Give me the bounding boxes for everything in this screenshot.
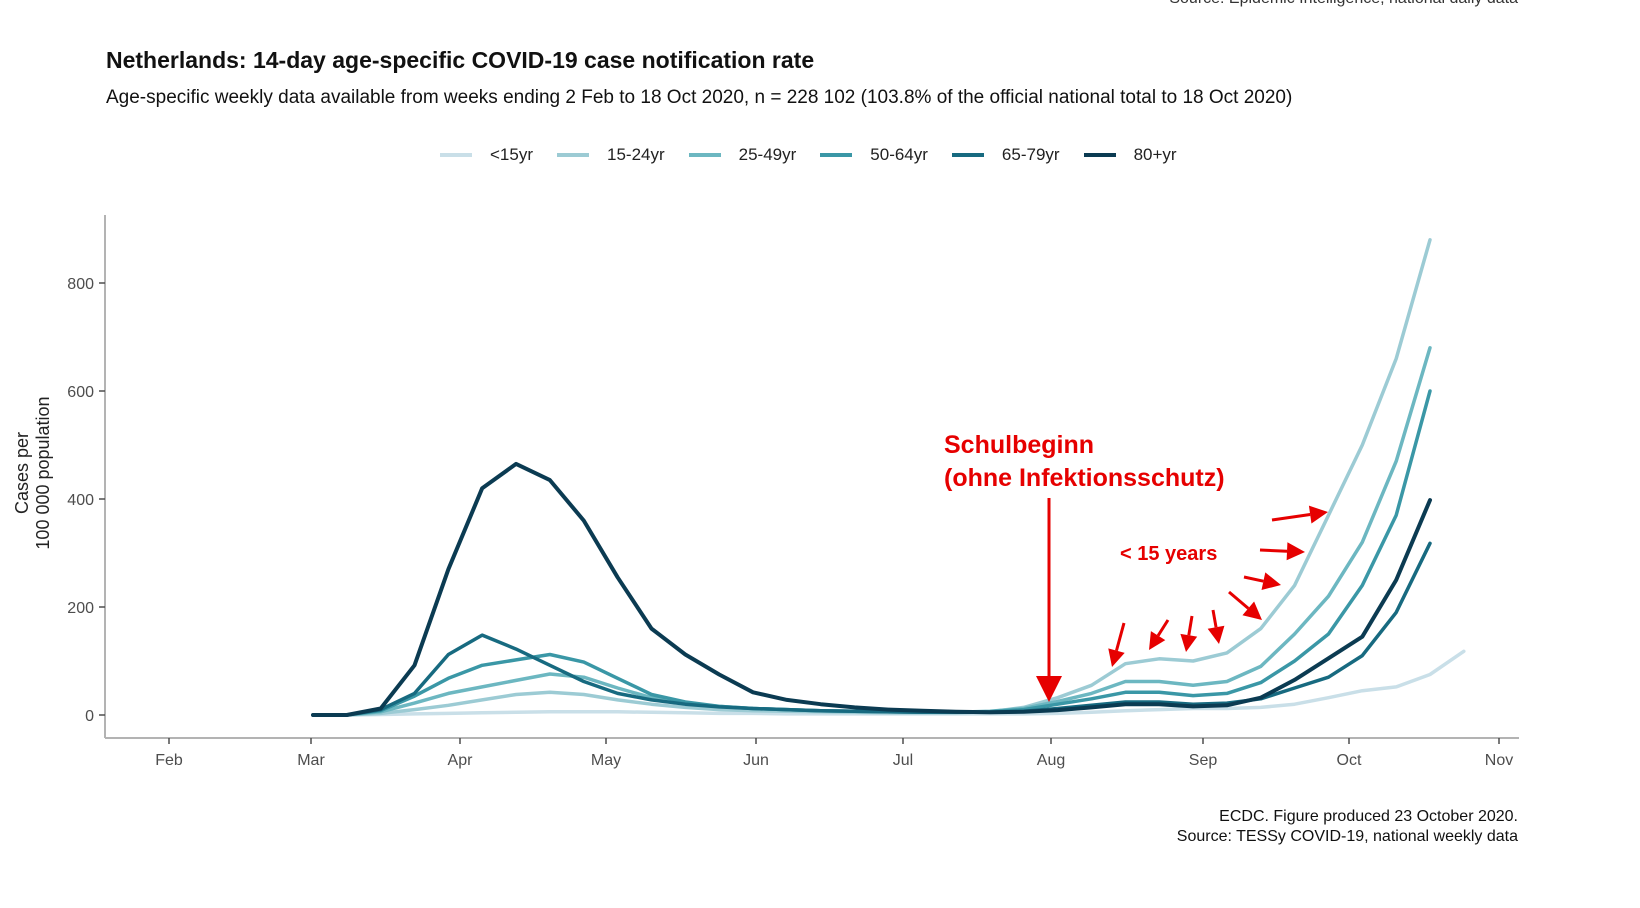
legend-label: 65-79yr	[1001, 145, 1060, 164]
legend: <15yr 15-24yr 25-49yr 50-64yr 65-79yr 80+yr	[440, 145, 1201, 165]
legend-swatch	[557, 153, 589, 157]
axes: 0 200 400 600 800 Feb Mar Apr May Jun Jul Aug Sep Oct…	[67, 215, 1519, 769]
legend-item: 65-79yr	[951, 145, 1060, 165]
x-tick-label: Apr	[448, 752, 474, 769]
y-tick-label: 800	[67, 276, 94, 293]
x-tick-label: Nov	[1485, 752, 1513, 769]
arrow-point	[1228, 590, 1262, 620]
legend-item: 50-64yr	[820, 145, 928, 165]
legend-item: <15yr	[440, 145, 533, 165]
arrow-point	[1207, 609, 1225, 644]
annotation-school-start-line1: Schulbeginn	[944, 431, 1094, 459]
arrow-point	[1271, 505, 1328, 524]
series-lines	[311, 238, 1466, 717]
x-tick-label: Aug	[1037, 752, 1065, 769]
legend-swatch	[440, 153, 472, 157]
arrow-point	[1259, 542, 1305, 561]
legend-item: 80+yr	[1083, 145, 1177, 165]
x-tick-label: Jul	[893, 752, 913, 769]
arrow-point	[1149, 619, 1170, 650]
legend-label: 25-49yr	[738, 145, 797, 164]
legend-label: 80+yr	[1133, 145, 1177, 164]
annotations: Schulbeginn (ohne Infektionsschutz) < 15 y…	[944, 431, 1328, 702]
legend-swatch	[1083, 153, 1116, 157]
y-tick-label: 400	[67, 492, 94, 509]
chart-title: Netherlands: 14-day age-specific COVID-1…	[106, 47, 815, 73]
caption-line1: ECDC. Figure produced 23 October 2020.	[1219, 808, 1518, 825]
annotation-under-15: < 15 years	[1120, 543, 1217, 565]
x-tick-label: Feb	[155, 752, 183, 769]
chart-subtitle: Age-specific weekly data available from …	[106, 87, 1293, 108]
series-line-25-49yr	[311, 346, 1432, 717]
x-tick-label: May	[591, 752, 621, 769]
x-tick-label: Oct	[1337, 752, 1362, 769]
x-tick-label: Mar	[297, 752, 325, 769]
series-line-80-yr	[311, 461, 1432, 717]
legend-swatch	[951, 153, 984, 157]
arrow-point	[1243, 572, 1281, 590]
caption-line2: Source: TESSy COVID-19, national weekly …	[1176, 828, 1518, 845]
figure-caption: ECDC. Figure produced 23 October 2020. S…	[1177, 807, 1518, 847]
arrow-school-start	[1036, 498, 1062, 702]
y-tick-label: 600	[67, 384, 94, 401]
legend-label: <15yr	[490, 145, 533, 164]
annotation-school-start-line2: (ohne Infektionsschutz)	[944, 464, 1225, 492]
legend-label: 50-64yr	[870, 145, 928, 164]
y-tick-label: 0	[85, 708, 94, 725]
arrow-point	[1108, 622, 1126, 667]
legend-item: 15-24yr	[557, 145, 665, 165]
x-tick-label: Jun	[743, 752, 769, 769]
x-tick-label: Sep	[1189, 752, 1218, 769]
legend-swatch	[820, 153, 853, 157]
legend-label: 15-24yr	[607, 145, 665, 164]
arrow-point	[1180, 615, 1198, 652]
series-line-15-24yr	[311, 238, 1432, 717]
legend-item: 25-49yr	[688, 145, 797, 165]
y-tick-label: 200	[67, 600, 94, 617]
top-source-caption: Source: Epidemic Intelligence, national …	[1169, 0, 1518, 8]
legend-swatch	[688, 153, 721, 157]
